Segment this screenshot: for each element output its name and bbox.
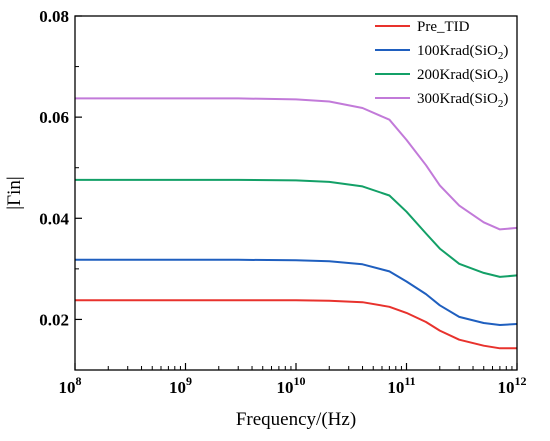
legend-label: Pre_TID — [417, 19, 470, 35]
series-line-3 — [75, 178, 518, 278]
x-tick-label: 1011 — [387, 374, 415, 397]
x-tick-label: 1012 — [498, 374, 527, 397]
y-axis: 0.02 0.04 0.06 0.08 — [39, 7, 82, 371]
legend-label: 100Krad(SiO2) — [417, 43, 508, 62]
x-axis: 108 109 1010 1011 1012 — [59, 363, 527, 397]
y-tick-label: 0.08 — [39, 7, 69, 26]
legend: Pre_TID 100Krad(SiO2) 200Krad(SiO2) 300Krad… — [375, 19, 508, 110]
series-line-1 — [75, 299, 517, 350]
y-tick-label: 0.02 — [39, 310, 69, 329]
y-axis-label: |Γin| — [4, 176, 25, 209]
series-line-2 — [75, 258, 518, 326]
x-axis-label: Frequency/(Hz) — [236, 409, 356, 430]
y-tick-label: 0.06 — [39, 108, 69, 127]
x-tick-label: 1010 — [277, 374, 306, 397]
x-tick-label: 109 — [169, 374, 192, 397]
x-tick-label: 108 — [59, 374, 82, 397]
series-line-4 — [75, 97, 518, 231]
plot-series-layer — [75, 97, 518, 350]
legend-label: 300Krad(SiO2) — [417, 91, 508, 110]
y-tick-label: 0.04 — [39, 209, 69, 228]
legend-label: 200Krad(SiO2) — [417, 67, 508, 86]
